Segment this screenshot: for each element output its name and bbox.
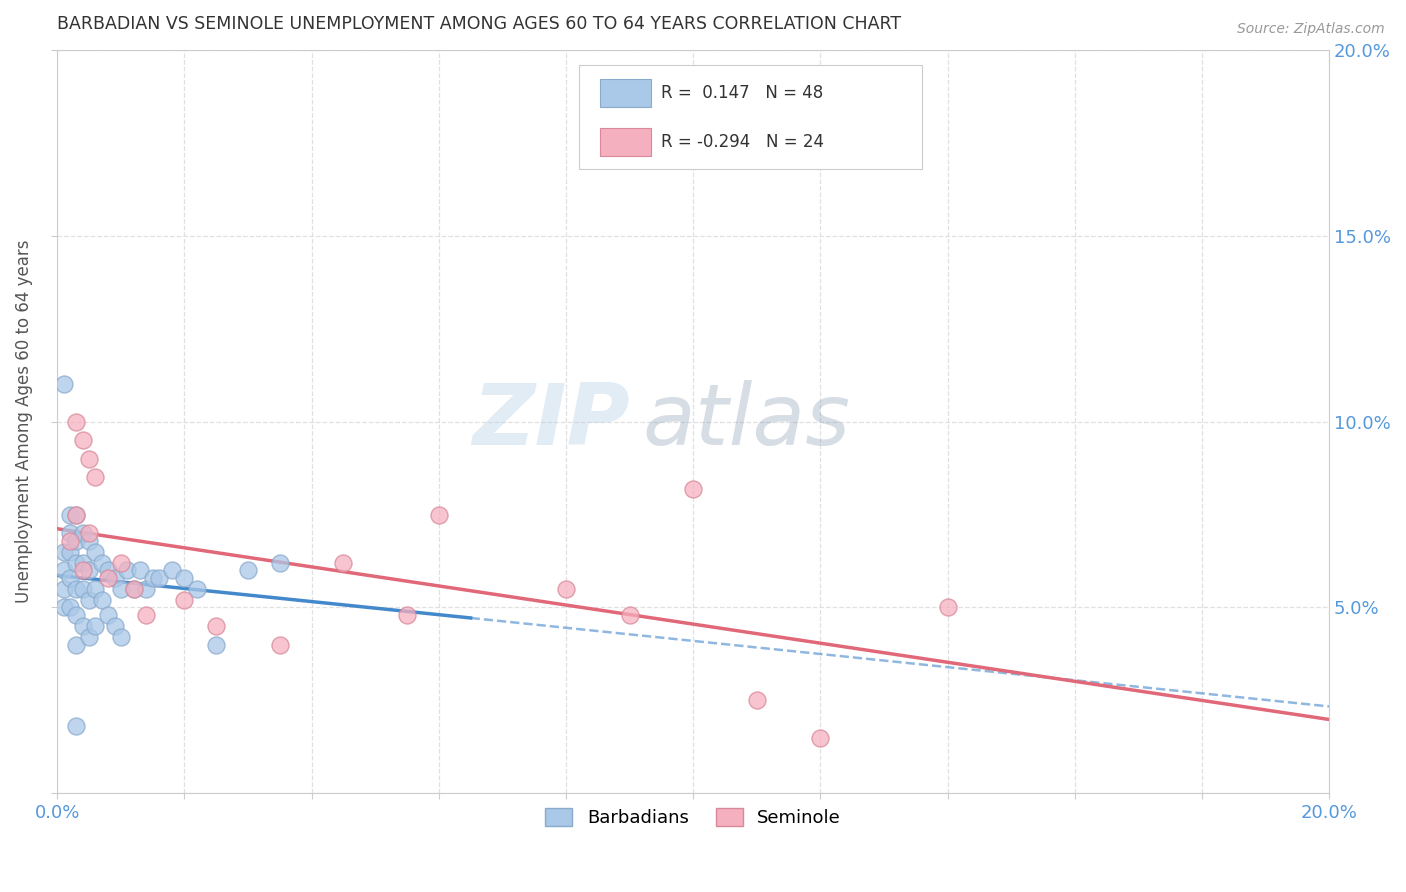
Point [110, 582, 132, 596]
Point [173, 571, 195, 585]
Point [205, 638, 228, 652]
Point [84, 470, 107, 484]
Point [72, 563, 94, 577]
FancyBboxPatch shape [579, 65, 922, 169]
Point [72, 582, 94, 596]
Point [84, 582, 107, 596]
Point [72, 433, 94, 447]
Point [148, 571, 170, 585]
Text: ZIP: ZIP [472, 380, 630, 463]
Text: atlas: atlas [643, 380, 851, 463]
Point [129, 563, 152, 577]
Point [90, 556, 112, 570]
Point [117, 563, 139, 577]
FancyBboxPatch shape [600, 78, 651, 107]
Point [77, 563, 100, 577]
Point [142, 571, 165, 585]
Point [65, 415, 87, 429]
Point [90, 593, 112, 607]
Point [65, 582, 87, 596]
Point [65, 508, 87, 522]
Text: R =  0.147   N = 48: R = 0.147 N = 48 [661, 84, 824, 102]
Point [97, 607, 120, 622]
Point [77, 451, 100, 466]
Point [173, 593, 195, 607]
Point [205, 619, 228, 633]
Point [65, 719, 87, 733]
Point [135, 607, 157, 622]
Point [84, 545, 107, 559]
Point [396, 607, 419, 622]
Point [186, 582, 208, 596]
Point [745, 693, 768, 707]
Point [555, 582, 578, 596]
Point [682, 482, 704, 496]
FancyBboxPatch shape [600, 128, 651, 156]
Point [59, 526, 82, 541]
Point [59, 533, 82, 548]
Point [52, 600, 75, 615]
Point [77, 526, 100, 541]
Point [52, 582, 75, 596]
Point [52, 563, 75, 577]
Text: Source: ZipAtlas.com: Source: ZipAtlas.com [1237, 22, 1385, 37]
Point [77, 630, 100, 644]
Point [59, 508, 82, 522]
Point [59, 545, 82, 559]
Point [72, 526, 94, 541]
Point [59, 600, 82, 615]
Point [810, 731, 832, 745]
Point [269, 638, 291, 652]
Point [332, 556, 354, 570]
Point [160, 563, 183, 577]
Point [936, 600, 959, 615]
Point [122, 582, 145, 596]
Text: BARBADIAN VS SEMINOLE UNEMPLOYMENT AMONG AGES 60 TO 64 YEARS CORRELATION CHART: BARBADIAN VS SEMINOLE UNEMPLOYMENT AMONG… [58, 15, 901, 33]
Legend: Barbadians, Seminole: Barbadians, Seminole [536, 799, 851, 837]
Point [236, 563, 259, 577]
Point [103, 619, 125, 633]
Point [103, 571, 125, 585]
Point [427, 508, 450, 522]
Point [110, 630, 132, 644]
Point [72, 556, 94, 570]
Text: R = -0.294   N = 24: R = -0.294 N = 24 [661, 133, 824, 151]
Point [77, 593, 100, 607]
Point [65, 556, 87, 570]
Point [52, 545, 75, 559]
Point [97, 571, 120, 585]
Y-axis label: Unemployment Among Ages 60 to 64 years: Unemployment Among Ages 60 to 64 years [15, 240, 32, 603]
Point [65, 607, 87, 622]
Point [52, 377, 75, 392]
Point [65, 533, 87, 548]
Point [122, 582, 145, 596]
Point [135, 582, 157, 596]
Point [65, 508, 87, 522]
Point [97, 563, 120, 577]
Point [110, 556, 132, 570]
Point [72, 619, 94, 633]
Point [59, 571, 82, 585]
Point [77, 533, 100, 548]
Point [269, 556, 291, 570]
Point [84, 619, 107, 633]
Point [619, 607, 641, 622]
Point [65, 638, 87, 652]
